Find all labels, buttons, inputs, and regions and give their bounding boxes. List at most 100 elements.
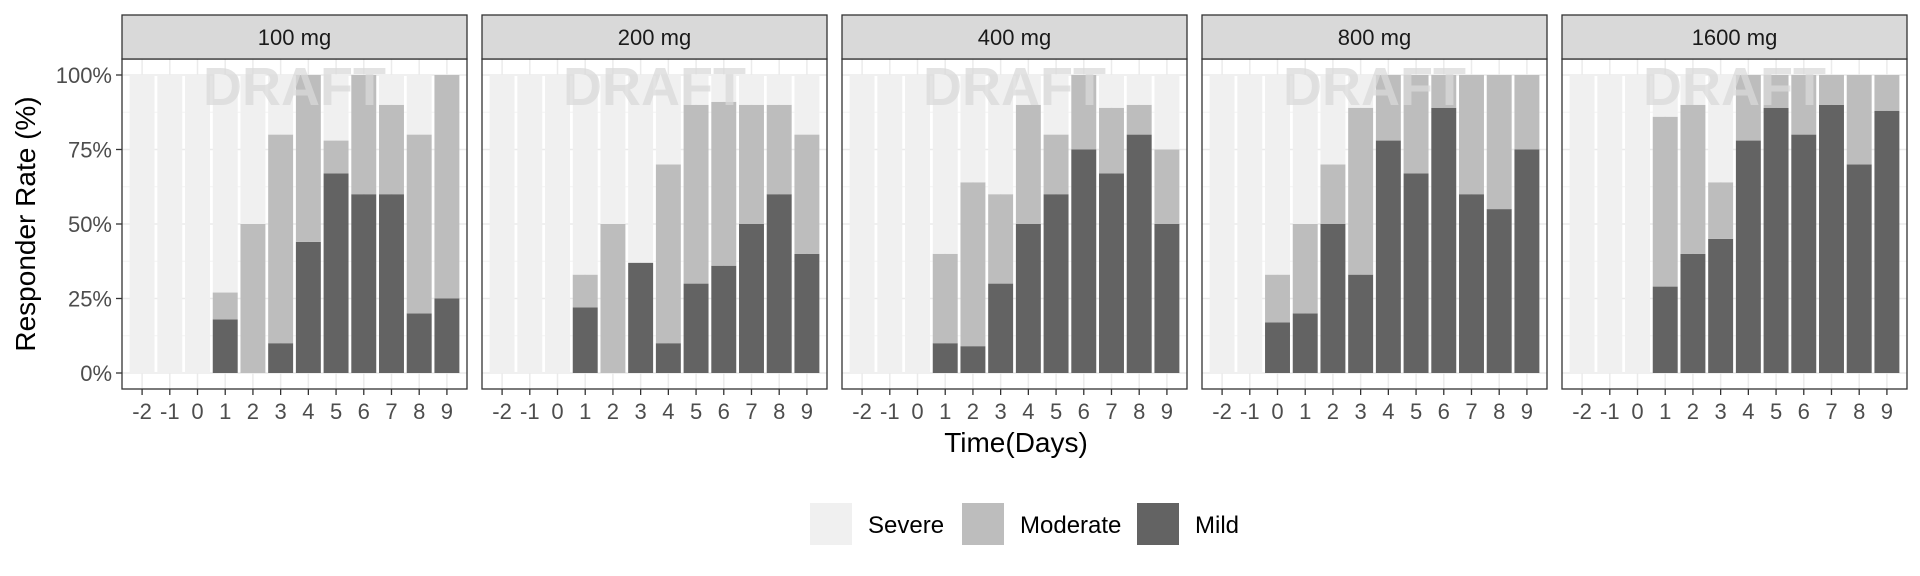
- bar-segment-severe: [1625, 75, 1650, 373]
- y-tick-label: 25%: [68, 287, 112, 312]
- bar-segment-mild: [434, 298, 460, 373]
- bar-segment-mild: [766, 194, 792, 373]
- x-tick-label: -2: [852, 399, 872, 424]
- bar-segment-moderate: [1154, 149, 1180, 224]
- legend-key-mild: [1137, 503, 1179, 545]
- bar-segment-moderate: [572, 274, 598, 308]
- x-tick-label: -1: [1240, 399, 1260, 424]
- bar-segment-severe: [545, 75, 570, 373]
- bar-segment-severe: [794, 75, 820, 135]
- bar-segment-moderate: [295, 75, 321, 242]
- bar-segment-mild: [628, 262, 654, 373]
- x-tick-label: 7: [1825, 399, 1837, 424]
- x-tick-label: 0: [191, 399, 203, 424]
- bar-segment-severe: [1126, 75, 1152, 105]
- x-tick-label: 8: [1493, 399, 1505, 424]
- bar-segment-severe: [572, 75, 598, 275]
- bar-segment-severe: [1099, 75, 1124, 108]
- facet-panel: DRAFT 1600 mg -2 -1 0 1 2 3 4 5 6 7 8 9: [1561, 14, 1908, 424]
- bar-segment-severe: [655, 75, 681, 165]
- bar-segment-mild: [1126, 134, 1152, 373]
- x-tick-label: 0: [911, 399, 923, 424]
- bar-segment-mild: [988, 283, 1014, 373]
- bar-segment-mild: [1099, 173, 1124, 373]
- x-tick-label: 2: [247, 399, 259, 424]
- bar-segment-moderate: [1043, 134, 1069, 195]
- x-tick-label: -1: [1600, 399, 1620, 424]
- bar-segment-mild: [1763, 107, 1789, 373]
- x-tick-label: 8: [1133, 399, 1145, 424]
- bar-segment-severe: [185, 75, 210, 373]
- bar-segment-mild: [1320, 224, 1346, 373]
- x-tick-label: 2: [967, 399, 979, 424]
- bar-segment-severe: [877, 75, 903, 373]
- bar-segment-moderate: [1320, 164, 1346, 224]
- watermark-text: DRAFT: [1283, 57, 1466, 117]
- facet-strip: [121, 14, 468, 60]
- x-tick-label: -2: [1212, 399, 1232, 424]
- x-tick-label: 4: [662, 399, 674, 424]
- bar-segment-mild: [655, 343, 681, 373]
- x-tick-label: 7: [1465, 399, 1477, 424]
- bar-segment-severe: [1597, 75, 1623, 373]
- facet-panel: DRAFT 400 mg -2 -1 0 1 2 3 4 5 6 7 8 9: [841, 14, 1188, 424]
- bar-segment-moderate: [1348, 107, 1374, 275]
- x-tick-label: -2: [132, 399, 152, 424]
- bar-segment-severe: [766, 75, 792, 105]
- bar-segment-moderate: [351, 75, 377, 195]
- legend-label: Severe: [868, 512, 944, 539]
- bar-segment-moderate: [434, 75, 460, 299]
- x-tick-label: 1: [219, 399, 231, 424]
- x-tick-label: 5: [1770, 399, 1782, 424]
- bar-segment-severe: [711, 75, 737, 102]
- bar-segment-moderate: [1126, 104, 1152, 135]
- legend-key-moderate: [962, 503, 1004, 545]
- bar-segment-moderate: [240, 224, 266, 373]
- x-tick-label: 4: [1382, 399, 1394, 424]
- bar-segment-moderate: [1791, 75, 1817, 135]
- bar-segment-mild: [739, 224, 764, 373]
- bar-segment-mild: [379, 194, 404, 373]
- x-tick-label: 5: [1050, 399, 1062, 424]
- bar-segment-moderate: [683, 104, 709, 284]
- x-tick-label: -2: [492, 399, 512, 424]
- y-tick-label: 75%: [68, 138, 112, 163]
- bar-segment-severe: [1292, 75, 1318, 224]
- bar-segment-severe: [1015, 75, 1041, 105]
- facet-panel: DRAFT 100 mg -2 -1 0 1 2 3 4 5 6 7 8 9: [121, 14, 468, 424]
- x-tick-label: 4: [1022, 399, 1034, 424]
- x-tick-label: -2: [1572, 399, 1592, 424]
- bar-segment-mild: [1819, 104, 1844, 374]
- bar-segment-severe: [1652, 75, 1678, 117]
- x-tick-label: 5: [690, 399, 702, 424]
- facet-strip-label: 400 mg: [978, 25, 1051, 50]
- y-tick-label: 50%: [68, 212, 112, 237]
- bar-segment-moderate: [932, 253, 958, 344]
- bar-segment-severe: [600, 75, 626, 224]
- x-axis-title: Time(Days): [944, 427, 1088, 458]
- x-tick-label: 6: [1438, 399, 1450, 424]
- bar-segment-severe: [683, 75, 709, 105]
- bar-segment-mild: [212, 319, 238, 373]
- bar-segment-severe: [1320, 75, 1346, 165]
- bar-segment-severe: [489, 75, 515, 373]
- x-tick-label: -1: [520, 399, 540, 424]
- bar-segment-moderate: [1265, 274, 1290, 323]
- bar-segment-severe: [1209, 75, 1235, 373]
- bar-segment-mild: [1459, 194, 1484, 373]
- bar-segment-severe: [406, 75, 432, 135]
- y-tick-label: 0%: [80, 361, 112, 386]
- bar-segment-severe: [1708, 75, 1734, 183]
- bar-segment-moderate: [1486, 75, 1512, 210]
- bar-segment-mild: [1292, 313, 1318, 373]
- bar-segment-severe: [240, 75, 266, 224]
- facet-strip-label: 100 mg: [258, 25, 331, 50]
- bar-segment-mild: [932, 343, 958, 373]
- facet-panel: DRAFT 200 mg -2 -1 0 1 2 3 4 5 6 7 8 9: [481, 14, 828, 424]
- bar-segment-moderate: [1292, 224, 1318, 314]
- x-tick-label: 9: [1881, 399, 1893, 424]
- bar-segment-mild: [1403, 173, 1429, 373]
- y-axis-title: Responder Rate (%): [10, 96, 41, 351]
